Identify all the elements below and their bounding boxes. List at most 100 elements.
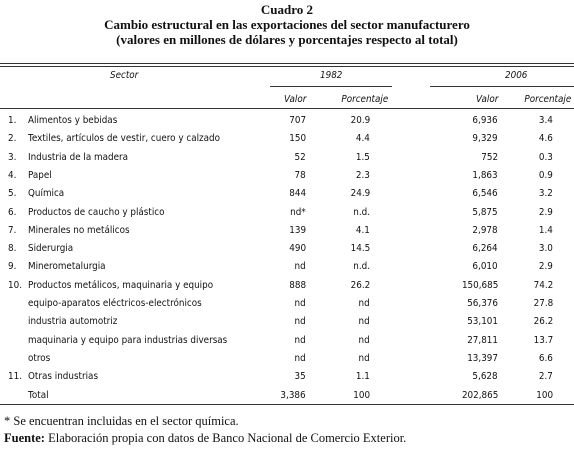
cell: 2.7 xyxy=(539,371,553,383)
cell: 14.5 xyxy=(350,243,370,255)
cell: 2.9 xyxy=(539,261,553,273)
cell: 888 xyxy=(289,279,306,291)
cell: 6,546 xyxy=(472,188,498,200)
row-label: Siderurgia xyxy=(28,243,74,255)
row-label: Minerales no metálicos xyxy=(28,224,130,236)
title: Cuadro 2 xyxy=(260,2,314,17)
cell: nd xyxy=(358,298,370,309)
row-number: 5. xyxy=(8,188,17,200)
cell: nd xyxy=(294,352,306,364)
cell: 4.4 xyxy=(356,133,370,145)
cell: 490 xyxy=(289,243,306,255)
cell: n.d. xyxy=(353,261,370,273)
cell: 752 xyxy=(481,151,498,163)
cell: 4.1 xyxy=(356,224,370,236)
cell: nd xyxy=(294,316,306,328)
rule xyxy=(430,86,574,87)
source: Fuente: Elaboración propia con datos de … xyxy=(4,431,406,445)
subtitle: (valores en millones de dólares y porcen… xyxy=(116,32,458,47)
cell: 3.4 xyxy=(539,115,553,126)
row-number: 4. xyxy=(8,169,17,181)
row-number: 11. xyxy=(8,371,22,383)
cell: 3.2 xyxy=(539,188,553,200)
row-number: 10. xyxy=(8,279,22,291)
cell: 202,865 xyxy=(461,389,498,401)
cell: 27.8 xyxy=(533,298,553,309)
cell: 2.3 xyxy=(356,169,370,181)
row-number: 6. xyxy=(8,206,17,218)
cell: nd xyxy=(294,261,306,273)
row-label: Química xyxy=(28,188,65,200)
cell: 9,329 xyxy=(472,133,498,145)
cell: 6.6 xyxy=(539,352,553,364)
cell: 6,264 xyxy=(472,243,498,255)
cell: 2.9 xyxy=(539,206,553,218)
cell: n.d. xyxy=(353,206,370,218)
row-label: Minerometalurgia xyxy=(28,261,106,273)
cell: nd xyxy=(358,352,370,364)
cell: 150 xyxy=(289,133,306,145)
column-header: Sector xyxy=(110,70,139,81)
row-label: equipo-aparatos eléctricos-electrónicos xyxy=(28,298,202,309)
row-number: 7. xyxy=(8,224,17,236)
row-label: otros xyxy=(28,352,51,364)
rule xyxy=(0,108,574,109)
column-subheader: Valor xyxy=(283,94,306,105)
cell: 1.4 xyxy=(539,224,553,236)
cell: 100 xyxy=(536,389,553,401)
source-text: Elaboración propia con datos de Banco Na… xyxy=(48,431,407,445)
rule xyxy=(0,404,574,405)
column-subheader: Porcentaje xyxy=(524,94,571,105)
cell: 6,010 xyxy=(472,261,498,273)
cell: 150,685 xyxy=(461,279,498,291)
cell: 6,936 xyxy=(472,115,498,126)
cell: 3,386 xyxy=(280,389,306,401)
cell: 78 xyxy=(294,169,306,181)
subtitle: Cambio estructural en las exportaciones … xyxy=(104,17,470,32)
source-label: Fuente: xyxy=(4,431,45,445)
rule xyxy=(0,66,574,67)
cell: 139 xyxy=(289,224,306,236)
row-label: Papel xyxy=(28,169,52,181)
footnote: * Se encuentran incluidas en el sector q… xyxy=(4,414,239,428)
rule xyxy=(0,63,574,64)
row-number: 2. xyxy=(8,133,17,145)
cell: nd xyxy=(294,334,306,346)
cell: 52 xyxy=(294,151,306,163)
cell: 1,863 xyxy=(472,169,498,181)
cell: 26.2 xyxy=(350,279,370,291)
row-number: 8. xyxy=(8,243,17,255)
column-subheader: Porcentaje xyxy=(341,94,388,105)
row-label: Alimentos y bebidas xyxy=(28,115,118,126)
row-label: Textiles, artículos de vestir, cuero y c… xyxy=(28,133,221,145)
cell: 13.7 xyxy=(533,334,553,346)
cell: 53,101 xyxy=(467,316,498,328)
cell: 0.9 xyxy=(539,169,553,181)
row-label: Industria de la madera xyxy=(28,151,129,163)
cell: 5,628 xyxy=(472,371,498,383)
cell: 2,978 xyxy=(472,224,498,236)
row-label: Otras industrias xyxy=(28,371,99,383)
row-label: Productos de caucho y plástico xyxy=(28,206,165,218)
cell: 100 xyxy=(353,389,370,401)
cell: 1.1 xyxy=(356,371,370,383)
cell: 24.9 xyxy=(350,188,370,200)
column-subheader: Valor xyxy=(475,94,498,105)
cell: nd xyxy=(358,316,370,328)
row-number: 3. xyxy=(8,151,17,163)
cell: 35 xyxy=(294,371,306,383)
cell: nd xyxy=(294,298,306,309)
row-label: maquinaria y equipo para industrias dive… xyxy=(28,334,228,346)
cell: 5,875 xyxy=(472,206,498,218)
row-label: Productos metálicos, maquinaria y equipo xyxy=(28,279,214,291)
cell: 3.0 xyxy=(539,243,553,255)
cell: 56,376 xyxy=(467,298,498,309)
cell: 74.2 xyxy=(533,279,553,291)
column-header: 1982 xyxy=(320,70,343,81)
cell: 26.2 xyxy=(533,316,553,328)
cell: 707 xyxy=(289,115,306,126)
cell: nd* xyxy=(290,206,306,218)
row-number: 9. xyxy=(8,261,17,273)
row-number: 1. xyxy=(8,115,17,126)
